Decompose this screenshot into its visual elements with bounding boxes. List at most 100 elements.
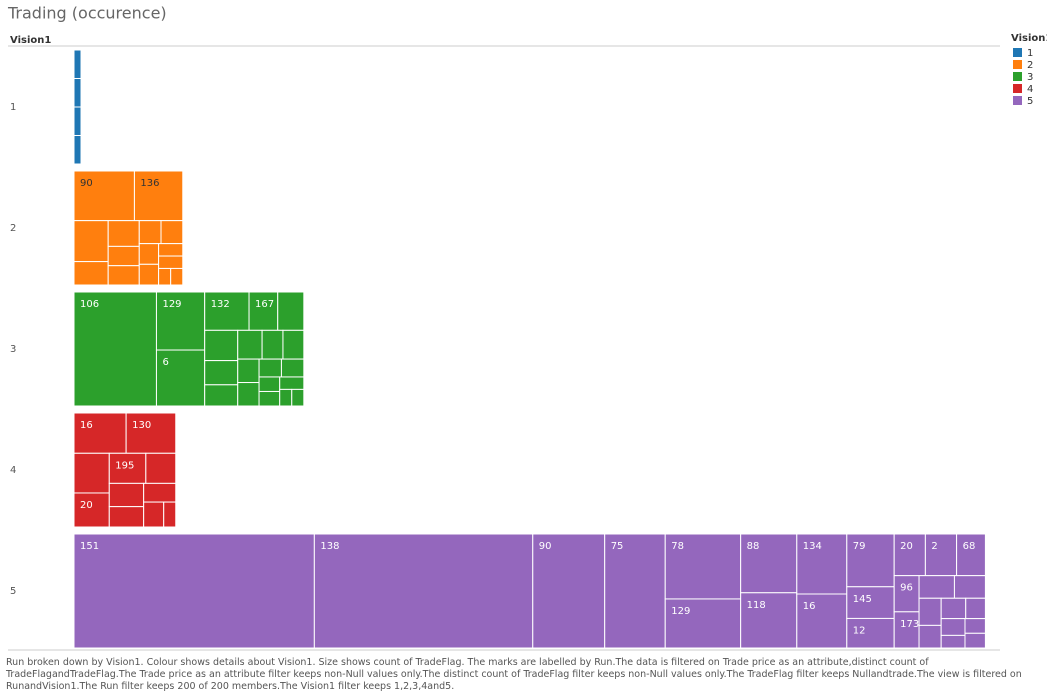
cell [107, 245, 140, 267]
cell [846, 617, 895, 649]
cell [261, 329, 284, 360]
cell [918, 597, 942, 626]
cell [108, 506, 145, 528]
cell [237, 358, 260, 384]
legend-swatch [1013, 60, 1022, 69]
cell [940, 634, 966, 649]
cell [918, 575, 955, 599]
cell [893, 611, 920, 649]
cell-label: 138 [320, 541, 339, 552]
cell-label: 88 [747, 541, 760, 552]
cell [918, 624, 942, 649]
cell [108, 482, 145, 508]
cell [280, 358, 305, 378]
cell [204, 384, 239, 407]
cell [940, 618, 966, 636]
cell-label: 173 [900, 619, 919, 630]
cell [740, 592, 798, 649]
legend-label: 1 [1027, 48, 1033, 59]
cell [664, 533, 742, 600]
legend-title: Vision1 [1011, 33, 1047, 44]
cell-label: 167 [255, 299, 274, 310]
cell [73, 412, 127, 454]
cell [965, 597, 986, 620]
cell [204, 329, 239, 362]
legend-label: 3 [1027, 72, 1033, 83]
cell [893, 575, 920, 613]
cell [125, 412, 177, 454]
cell [73, 291, 157, 407]
cell [73, 78, 82, 108]
caption: Run broken down by Vision1. Colour shows… [6, 657, 1022, 692]
cell [143, 501, 165, 528]
cell [138, 220, 162, 245]
cell-label: 129 [671, 606, 690, 617]
cell [956, 533, 986, 577]
cell [796, 533, 848, 595]
cell [155, 291, 206, 351]
cell [73, 492, 110, 528]
chart-title: Trading (occurence) [7, 4, 167, 23]
cell-label: 78 [671, 541, 684, 552]
cell [964, 632, 986, 649]
row-label: 3 [10, 344, 16, 355]
legend-label: 5 [1027, 96, 1033, 107]
cell-label: 2 [931, 541, 937, 552]
cell-label: 151 [80, 541, 99, 552]
row-label: 4 [10, 465, 16, 476]
cell [604, 533, 666, 649]
cell-label: 68 [963, 541, 976, 552]
cell [964, 618, 986, 634]
cell [282, 329, 305, 360]
cell [953, 575, 986, 599]
cell [258, 358, 282, 378]
cell-label: 106 [80, 299, 99, 310]
cell [237, 329, 263, 360]
cell [893, 533, 926, 577]
cell-label: 145 [853, 594, 872, 605]
cell [258, 390, 281, 407]
cell [163, 501, 177, 528]
cell [279, 376, 305, 390]
cell [73, 106, 82, 136]
cell [170, 267, 184, 286]
cell [133, 170, 184, 222]
cell-label: 20 [80, 500, 93, 511]
cell-label: 6 [162, 357, 168, 368]
cell [532, 533, 606, 649]
cell [796, 593, 848, 649]
legend-swatch [1013, 72, 1022, 81]
cell [664, 598, 742, 649]
row-header: Vision1 [10, 35, 51, 46]
cell [924, 533, 958, 577]
cell [73, 533, 315, 649]
cell-label: 75 [611, 541, 624, 552]
cell [204, 360, 239, 386]
cell [258, 376, 281, 392]
cell [107, 220, 140, 247]
row-label: 5 [10, 586, 16, 597]
cell-label: 129 [162, 299, 181, 310]
legend-label: 2 [1027, 60, 1033, 71]
cell [279, 388, 293, 407]
cell-label: 79 [853, 541, 866, 552]
row-label: 1 [10, 102, 16, 113]
cell [158, 255, 184, 269]
cell [73, 452, 110, 494]
legend-swatch [1013, 48, 1022, 57]
cell [940, 597, 967, 620]
cell [145, 452, 177, 484]
cell [73, 170, 135, 222]
cell [248, 291, 279, 331]
cell [291, 388, 305, 407]
chart: Trading (occurence) Vision1 Vision1 1129… [7, 4, 1047, 651]
cell [73, 261, 109, 286]
cell-label: 96 [900, 583, 913, 594]
cell-label: 90 [80, 178, 93, 189]
cell-label: 12 [853, 625, 866, 636]
cell [313, 533, 534, 649]
cell-label: 16 [803, 601, 816, 612]
cell [160, 220, 184, 245]
cell [204, 291, 250, 331]
